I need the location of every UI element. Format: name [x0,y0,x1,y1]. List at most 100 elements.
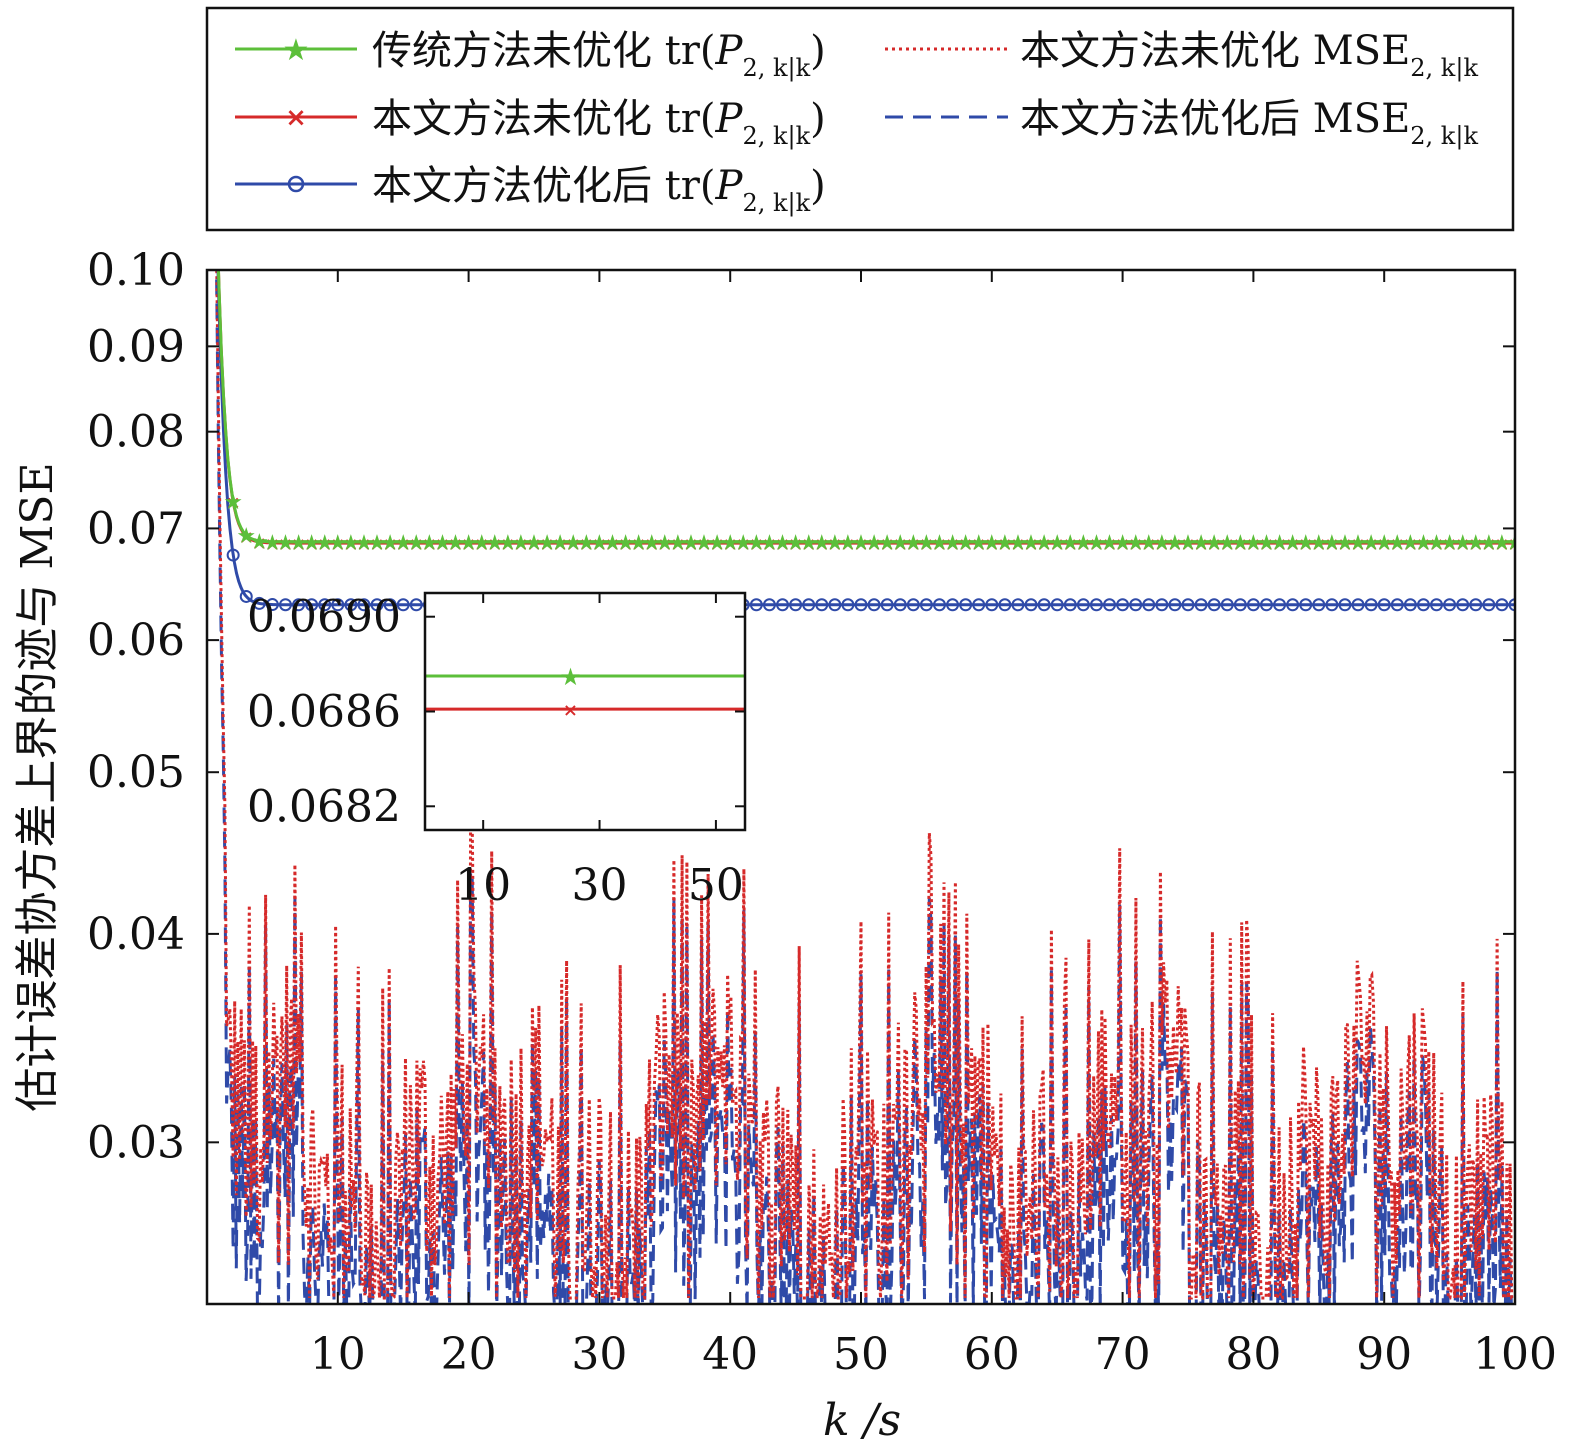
series-marker-x: × [906,534,921,555]
series-marker-circle [1390,598,1404,612]
legend-label: 本文方法未优化 MSE2, k|k [1020,28,1478,83]
series-marker-x: × [827,534,842,555]
main-ticks: 10 20 30 40 50 60 70 80 90 100 0.03 0.04 0.05 0.06 0.0… [87,245,1557,1380]
series-marker-star: ★ [537,531,557,556]
series-marker-circle [749,598,763,612]
x-tick-label: 90 [1356,1329,1412,1380]
series-marker-star: ★ [642,531,662,556]
series-marker-circle [1443,598,1457,612]
series-marker-star: ★ [956,531,976,556]
series-marker-x: × [265,534,280,555]
series-marker-x: × [618,534,633,555]
series-marker-x: × [814,534,829,555]
series-marker-circle [1220,598,1234,612]
series-marker-x: × [1128,534,1143,555]
series-marker-circle [998,598,1012,612]
x-tick-label: 40 [702,1329,758,1380]
y-tick-label: 0.04 [87,909,185,960]
series-marker-x: × [1416,534,1431,555]
series-marker-star: ★ [877,531,897,556]
series-marker-star: ★ [1283,531,1303,556]
series-marker-x: × [945,534,960,555]
series-marker-x: × [631,534,646,555]
series-marker-x: × [1350,534,1365,555]
series-marker-star: ★ [786,531,806,556]
series-marker-star: ★ [1244,531,1264,556]
series-marker-star: ★ [799,531,819,556]
series-marker-x: × [435,534,450,555]
series-marker-x: × [487,534,502,555]
series-marker-x: × [1259,534,1274,555]
series-marker-circle [1416,598,1430,612]
series-marker-star: ★ [524,531,544,556]
series-marker-circle [331,598,345,612]
series-marker-star: ★ [1204,531,1224,556]
series-marker-circle [1351,598,1365,612]
series-marker-star: ★ [668,531,688,556]
series-marker-star: ★ [812,531,832,556]
series-marker-star: ★ [903,531,923,556]
series-marker-x: × [984,534,999,555]
series-marker-star: ★ [746,531,766,556]
series-marker-star: ★ [1479,531,1499,556]
series-marker-circle [1495,598,1509,612]
series-marker-circle [1142,598,1156,612]
series-marker-star: ★ [289,531,309,556]
series-marker-circle [802,598,816,612]
series-marker-x: × [1089,534,1104,555]
series-marker-star: ★ [550,531,570,556]
series-marker-star: ★ [1008,531,1028,556]
series-marker-x: × [1115,534,1130,555]
series-marker-star: ★ [1387,531,1407,556]
legend-marker-star: ★ [283,33,310,68]
series-marker-x: × [304,534,319,555]
series-marker-circle [1508,598,1515,612]
series-marker-x: × [696,534,711,555]
series-marker-circle [357,598,371,612]
series-marker-star: ★ [1139,531,1159,556]
series-marker-circle [946,598,960,612]
y-axis-title: 估计误差协方差上界的迹与 MSE [12,462,63,1111]
series-marker-x: × [644,534,659,555]
series-marker-circle [1129,598,1143,612]
x-axis-title: k /s [823,1395,901,1446]
series-marker-circle [854,598,868,612]
series-marker-x: × [1442,534,1457,555]
series-marker-x: × [880,534,895,555]
series-marker-x: × [762,534,777,555]
legend-marker-circle [287,175,305,193]
series-marker-x: × [1037,534,1052,555]
series-marker-star: ★ [459,531,479,556]
inset-ticks: 10 30 50 0.0682 0.0686 0.0690 [247,592,745,911]
series-marker-x: × [723,534,738,555]
legend-label: 传统方法未优化 tr(P2, k|k) [372,28,826,83]
series-marker-circle [841,598,855,612]
series-marker-circle [1482,598,1496,612]
series-marker-x: × [252,533,267,554]
series-marker-x: × [356,534,371,555]
series-marker-circle [1364,598,1378,612]
series-marker-x: × [291,534,306,555]
series-marker-circle [867,598,881,612]
series-marker-circle [1155,598,1169,612]
series-marker-x: × [801,534,816,555]
series-marker-circle [344,598,358,612]
series-marker-x: × [1390,534,1405,555]
series-marker-star: ★ [890,531,910,556]
series-marker-star: ★ [354,531,374,556]
legend-item-optimized-trace: 本文方法优化后 tr(P2, k|k) [235,163,826,218]
series-marker-star: ★ [1060,531,1080,556]
series-marker-circle [932,598,946,612]
series-marker-circle [278,598,292,612]
legend-label: 本文方法优化后 MSE2, k|k [1020,96,1478,151]
series-marker-x: × [566,534,581,555]
series-marker-x: × [1246,534,1261,555]
series-marker-star: ★ [1087,531,1107,556]
series-marker-star: ★ [498,531,518,556]
series-marker-star: ★ [1113,531,1133,556]
plot-frame [205,268,1517,1306]
series-marker-x: × [1337,534,1352,555]
series-marker-x: × [788,534,803,555]
